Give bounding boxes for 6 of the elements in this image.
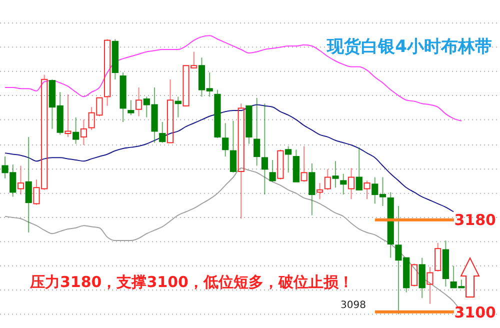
candlestick: [316, 182, 324, 200]
ref-line-label: 3180: [454, 211, 496, 230]
ref-line-label: 3100: [454, 303, 496, 322]
text: 现货白银4小时布林带: [326, 37, 492, 57]
annotation: 压力3180，支撑3100，低位短多，破位止损！: [29, 273, 354, 291]
annotation: 3098: [340, 300, 366, 311]
